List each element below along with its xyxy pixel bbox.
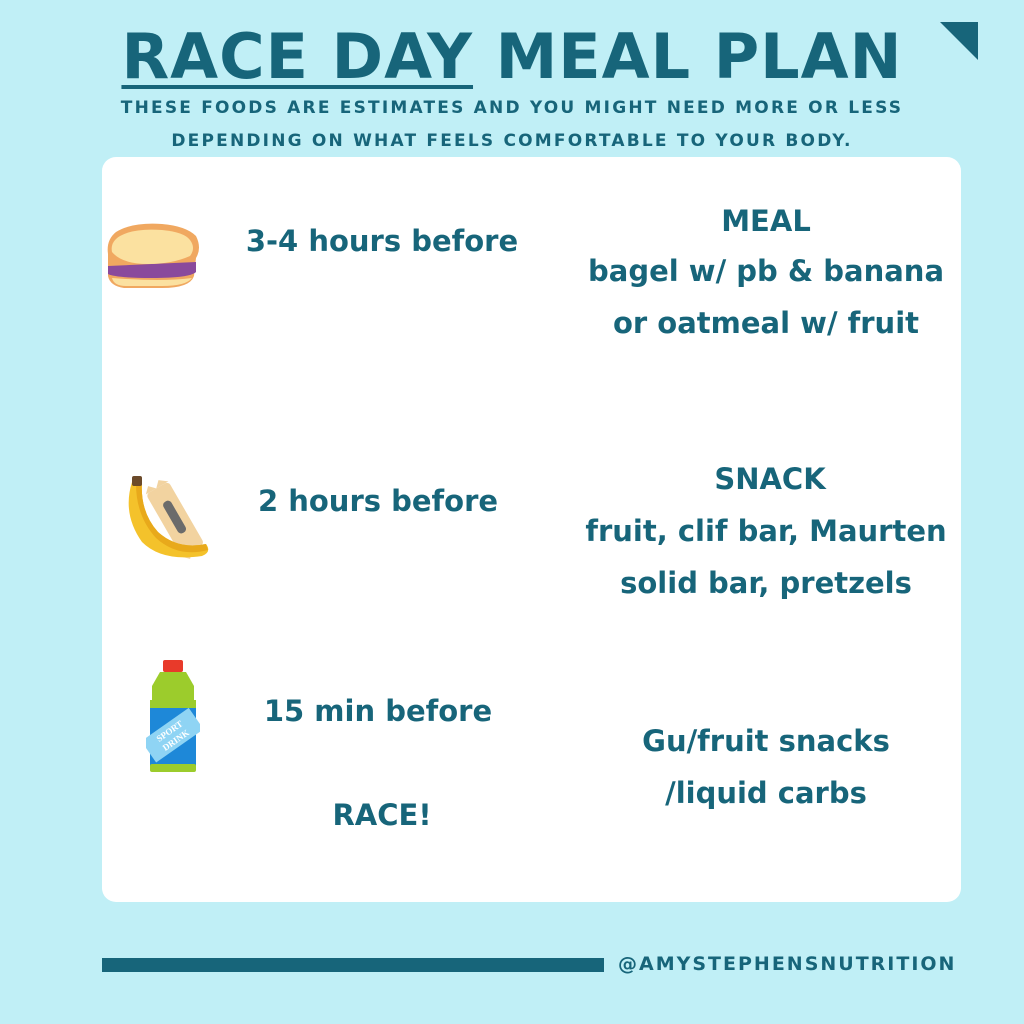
page-title: RACE DAY MEAL PLAN [0, 22, 1024, 92]
title-rest: MEAL PLAN [495, 20, 903, 93]
title-underlined: RACE DAY [121, 20, 474, 93]
subtitle-line-2: DEPENDING ON WHAT FEELS COMFORTABLE TO Y… [171, 131, 853, 151]
row2-time: 2 hours before [257, 484, 499, 518]
row1-line2: or oatmeal w/ fruit [612, 306, 919, 340]
sport-drink-icon: SPORT DRINK [146, 660, 200, 772]
row3-time: 15 min before [263, 694, 493, 728]
row1-time: 3-4 hours before [245, 224, 519, 258]
plan-card [102, 157, 961, 902]
row2-line1: fruit, clif bar, Maurten [585, 514, 947, 548]
corner-triangle-icon [940, 22, 978, 60]
sandwich-icon [107, 223, 199, 288]
row2-heading: SNACK [714, 462, 826, 496]
row2-line2: solid bar, pretzels [620, 566, 912, 600]
social-handle: @AMYSTEPHENSNUTRITION [618, 953, 957, 975]
row3-line1: Gu/fruit snacks [642, 724, 890, 758]
subtitle-line-1: THESE FOODS ARE ESTIMATES AND YOU MIGHT … [120, 98, 904, 118]
race-label: RACE! [332, 798, 432, 832]
footer-bar [102, 958, 604, 972]
banana-bar-icon [128, 476, 209, 559]
row1-line1: bagel w/ pb & banana [587, 254, 945, 288]
row3-line2: /liquid carbs [665, 776, 867, 810]
row1-heading: MEAL [721, 204, 811, 238]
